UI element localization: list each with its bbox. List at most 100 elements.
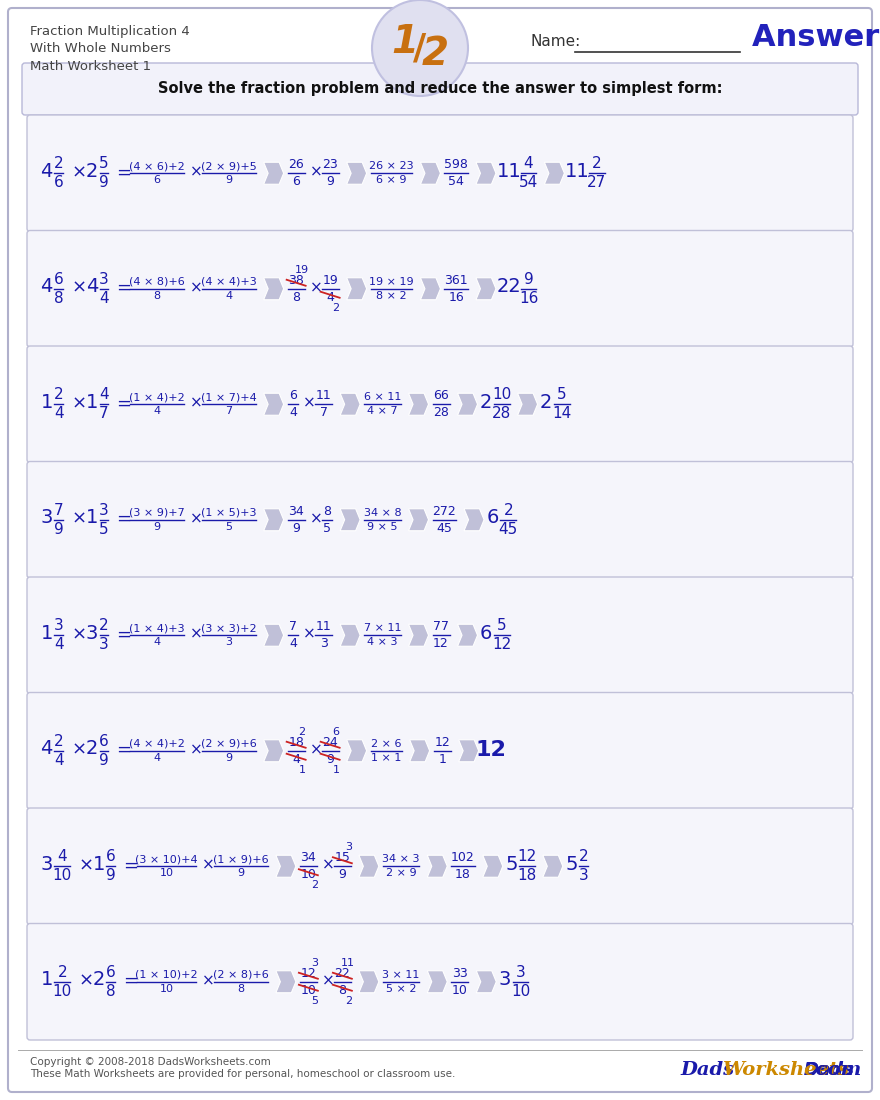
Text: 102: 102 [451,851,475,865]
Text: 9: 9 [292,521,300,535]
Text: 4: 4 [289,637,297,650]
Text: 18: 18 [289,736,304,749]
Text: 5 × 2: 5 × 2 [385,983,416,993]
FancyBboxPatch shape [27,231,853,346]
Text: (1 × 4)+2: (1 × 4)+2 [129,393,185,403]
Text: 6: 6 [106,849,116,865]
Text: 33: 33 [452,967,467,980]
Text: 27: 27 [587,175,606,190]
Text: ×: × [190,512,202,526]
Text: 2: 2 [99,618,109,634]
Text: 1: 1 [392,23,419,61]
Text: 2: 2 [54,734,63,749]
Text: 10: 10 [300,983,316,997]
Text: (4 × 4)+2: (4 × 4)+2 [129,739,185,749]
Text: Dads: Dads [680,1062,734,1079]
Text: (4 × 4)+3: (4 × 4)+3 [201,277,257,287]
Text: 2: 2 [540,393,553,411]
Text: 19: 19 [322,274,338,287]
Text: 22: 22 [334,967,350,980]
Text: 4: 4 [154,406,161,416]
Text: 2: 2 [592,156,602,172]
Text: 7: 7 [289,620,297,634]
Text: 10: 10 [451,983,467,997]
FancyBboxPatch shape [27,924,853,1040]
Polygon shape [341,625,360,647]
Text: 11: 11 [316,620,332,634]
Text: 28: 28 [433,406,449,419]
Text: 2 × 9: 2 × 9 [385,868,416,878]
Polygon shape [409,739,429,761]
Text: 1: 1 [298,764,305,774]
Text: (1 × 9)+6: (1 × 9)+6 [213,855,269,865]
Polygon shape [428,971,447,992]
FancyBboxPatch shape [8,8,872,1092]
Text: =: = [116,394,131,412]
Text: 9: 9 [225,175,232,185]
Text: 34 × 3: 34 × 3 [382,855,420,865]
Text: 2: 2 [345,996,352,1005]
Text: 10: 10 [53,983,72,999]
Text: 6 × 11: 6 × 11 [363,393,401,403]
Text: 7: 7 [54,503,63,518]
Text: 4 × 7: 4 × 7 [367,406,398,416]
Text: ×: × [303,396,316,410]
Text: 10: 10 [300,868,316,881]
Polygon shape [359,856,379,878]
Text: ×: × [190,627,202,641]
Text: 3: 3 [40,508,53,527]
Polygon shape [476,162,496,184]
Text: 1: 1 [40,970,53,989]
Polygon shape [275,856,296,878]
Text: Fraction Multiplication 4: Fraction Multiplication 4 [30,25,190,39]
Text: 4: 4 [326,290,334,304]
Text: 2: 2 [92,970,105,989]
Text: 8: 8 [238,983,245,993]
Text: 10: 10 [53,868,72,883]
Text: 34: 34 [300,851,316,865]
Polygon shape [359,971,379,992]
Text: (2 × 9)+6: (2 × 9)+6 [201,739,257,749]
Text: Dads: Dads [803,1062,854,1079]
Text: 7: 7 [99,406,109,421]
Text: (3 × 9)+7: (3 × 9)+7 [129,508,185,518]
Text: 6: 6 [99,734,109,749]
Text: 77: 77 [433,620,449,634]
Text: ×: × [202,858,215,872]
Text: 3: 3 [579,868,589,883]
FancyBboxPatch shape [27,578,853,693]
Text: 272: 272 [432,505,456,518]
FancyBboxPatch shape [27,462,853,578]
Text: ×: × [310,742,322,757]
Text: ×: × [190,396,202,410]
Text: 2: 2 [298,727,305,737]
Text: 4: 4 [99,387,109,403]
Text: 8: 8 [106,983,115,999]
Text: 3: 3 [99,272,109,287]
Polygon shape [476,971,496,992]
Text: ×: × [71,163,86,182]
Text: 3: 3 [99,637,109,652]
Text: ×: × [71,394,86,412]
FancyBboxPatch shape [27,693,853,808]
Polygon shape [275,971,296,992]
Text: 34: 34 [289,505,304,518]
Text: 3: 3 [40,855,53,873]
Polygon shape [458,625,478,647]
Text: 11: 11 [341,958,356,968]
FancyBboxPatch shape [22,63,858,116]
Text: 7: 7 [319,406,327,419]
Text: ×: × [310,512,322,526]
Text: 5: 5 [497,618,507,634]
Text: 18: 18 [455,868,471,881]
Text: 2: 2 [311,880,318,890]
Polygon shape [483,856,502,878]
Polygon shape [421,162,440,184]
Polygon shape [545,162,564,184]
Text: 4: 4 [40,277,53,296]
Polygon shape [517,394,538,415]
Text: 1: 1 [92,855,105,873]
Text: 6: 6 [54,272,63,287]
Text: 2: 2 [54,387,63,403]
Circle shape [372,0,468,96]
